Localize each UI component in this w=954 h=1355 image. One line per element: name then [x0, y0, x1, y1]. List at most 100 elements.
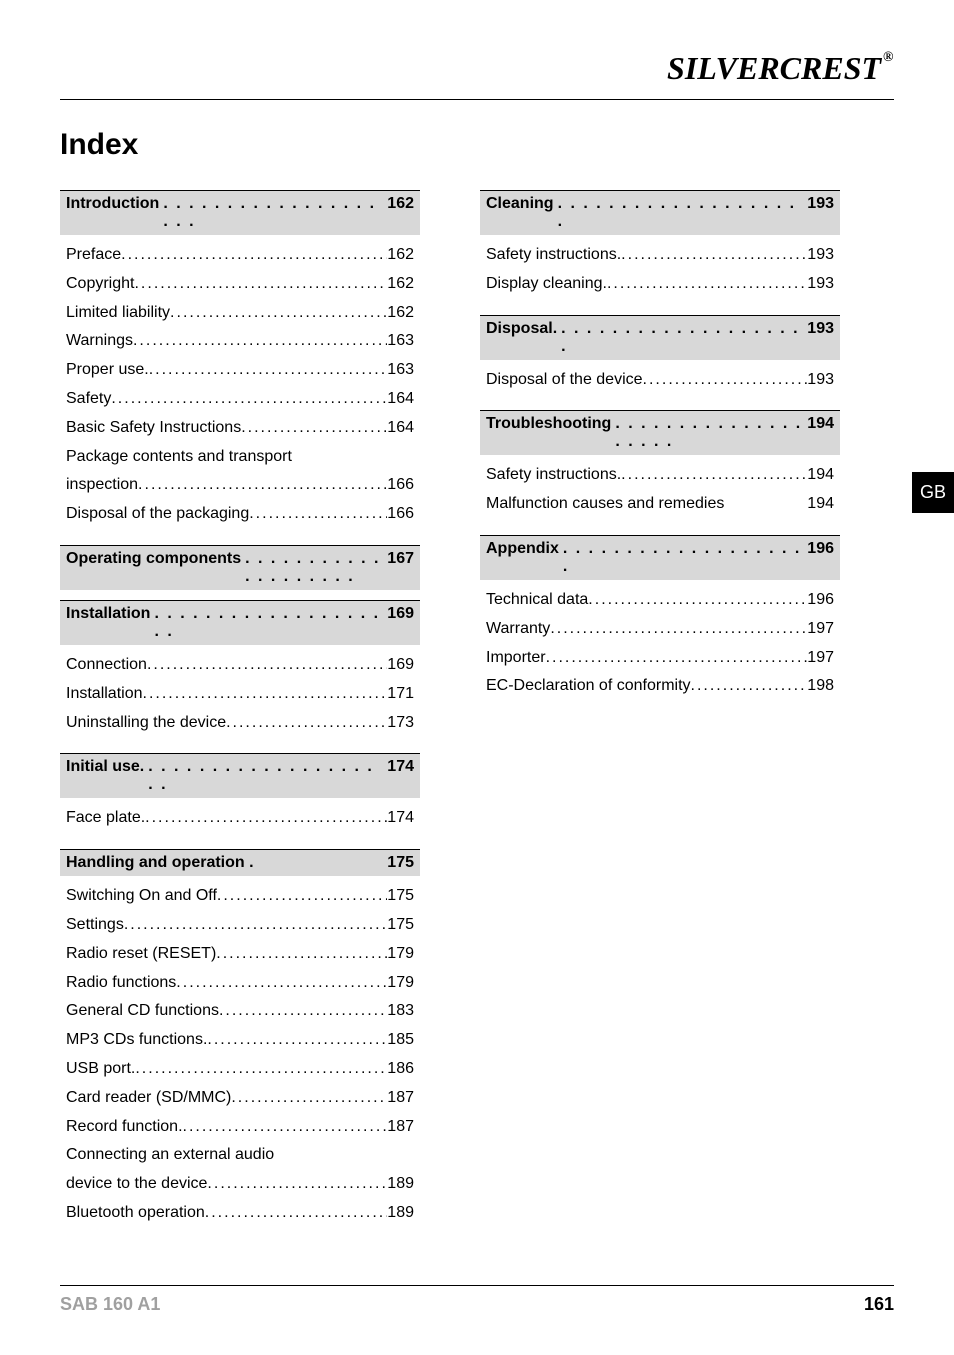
leader-dots	[183, 1113, 388, 1142]
toc-page: 164	[387, 414, 414, 443]
toc-label: Bluetooth operation	[66, 1199, 205, 1228]
toc-label: Connection	[66, 651, 147, 680]
leader-dots	[621, 241, 807, 270]
leader-dots	[554, 195, 808, 231]
toc-page: 166	[387, 471, 414, 500]
toc-label: Face plate.	[66, 804, 145, 833]
toc-entries: Disposal of the device193	[480, 360, 840, 401]
toc-label: Settings	[66, 911, 124, 940]
leader-dots	[621, 461, 807, 490]
leader-dots	[124, 911, 387, 940]
leader-dots	[147, 651, 387, 680]
toc-label: Importer	[486, 644, 546, 673]
section-page: 167	[387, 550, 414, 568]
toc-page: 163	[387, 356, 414, 385]
leader-dots	[170, 299, 387, 328]
leader-dots	[607, 270, 807, 299]
section-header: Initial use. 174	[60, 753, 420, 798]
toc-entry: Card reader (SD/MMC)187	[66, 1084, 414, 1113]
leader-dots	[176, 969, 387, 998]
section-header: Disposal. 193	[480, 315, 840, 360]
leader-dots	[216, 940, 387, 969]
toc-entry: Malfunction causes and remedies 194	[486, 490, 834, 519]
toc-label: Basic Safety Instructions	[66, 414, 241, 443]
toc-label: Warranty	[486, 615, 550, 644]
toc-entry: EC-Declaration of conformity198	[486, 672, 834, 701]
section-page: 175	[387, 854, 414, 872]
section-header: Installation 169	[60, 600, 420, 645]
toc-page: 194	[807, 461, 834, 490]
leader-dots	[241, 414, 387, 443]
leader-dots	[217, 882, 387, 911]
section-label: Appendix	[486, 540, 559, 558]
leader-dots	[546, 644, 808, 673]
toc-page: 162	[387, 241, 414, 270]
toc-label: Safety instructions.	[486, 241, 621, 270]
toc-entries: Face plate.174	[60, 798, 420, 839]
leader-dots	[149, 356, 388, 385]
toc-entry: Limited liability162	[66, 299, 414, 328]
toc-entry: Safety instructions. 193	[486, 241, 834, 270]
toc-page: 164	[387, 385, 414, 414]
toc-column-right: Cleaning 193 Safety instructions. 193 Displ…	[480, 190, 840, 1234]
leader-dots	[138, 471, 387, 500]
toc-entry: Switching On and Off175	[66, 882, 414, 911]
toc-label: Record function.	[66, 1113, 183, 1142]
toc-page: 162	[387, 270, 414, 299]
brand-logo: SILVERCREST®	[667, 50, 894, 87]
toc-label: Proper use.	[66, 356, 149, 385]
page-title: Index	[60, 128, 894, 162]
toc-page: 179	[387, 940, 414, 969]
toc-label: Preface	[66, 241, 121, 270]
toc-page: 187	[387, 1113, 414, 1142]
leader-dots	[111, 385, 387, 414]
leader-dots	[691, 672, 808, 701]
section-page: 193	[807, 320, 834, 338]
section-page: 196	[807, 540, 834, 558]
toc-entries: Switching On and Off175Settings175Radio …	[60, 876, 420, 1234]
toc-page: 185	[387, 1026, 414, 1055]
toc-label: Card reader (SD/MMC)	[66, 1084, 231, 1113]
toc-entry: Face plate.174	[66, 804, 414, 833]
leader-dots	[207, 1170, 387, 1199]
leader-dots	[207, 1026, 387, 1055]
leader-dots	[143, 680, 388, 709]
section-label: Troubleshooting	[486, 415, 611, 433]
toc-label: USB port.	[66, 1055, 135, 1084]
toc-entry: MP3 CDs functions.185	[66, 1026, 414, 1055]
leader-dots	[611, 415, 807, 451]
leader-dots	[144, 758, 387, 794]
leader-dots	[159, 195, 387, 231]
toc-label: General CD functions	[66, 997, 219, 1026]
toc-label: Limited liability	[66, 299, 170, 328]
toc-page: 186	[387, 1055, 414, 1084]
section-header: Introduction 162	[60, 190, 420, 235]
toc-label: Copyright	[66, 270, 134, 299]
toc-label: Display cleaning.	[486, 270, 607, 299]
section-page: 174	[387, 758, 414, 776]
page-footer: SAB 160 A1 161	[60, 1285, 894, 1315]
toc-entry: Warranty197	[486, 615, 834, 644]
leader-dots	[588, 586, 807, 615]
section-label: Cleaning	[486, 195, 554, 213]
leader-dots	[133, 327, 387, 356]
leader-dots	[550, 615, 807, 644]
leader-dots	[557, 320, 807, 356]
toc-entry: Disposal of the device193	[486, 366, 834, 395]
toc-entry: Safety 164	[66, 385, 414, 414]
brand-logo-reg: ®	[883, 50, 894, 65]
toc-entry: Preface 162	[66, 241, 414, 270]
section-label: Installation	[66, 605, 150, 623]
section-header: Cleaning 193	[480, 190, 840, 235]
leader-dots	[226, 709, 387, 738]
toc-label: Installation	[66, 680, 143, 709]
toc-page: 193	[807, 241, 834, 270]
brand-logo-crest: CREST	[780, 50, 881, 86]
toc-label: Safety	[66, 385, 111, 414]
toc-entry: Safety instructions.194	[486, 461, 834, 490]
toc-entry: Warnings163	[66, 327, 414, 356]
toc-label: Malfunction causes and remedies	[486, 490, 724, 519]
toc-page: 193	[807, 366, 834, 395]
toc-page: 175	[387, 911, 414, 940]
toc-entry: Copyright 162	[66, 270, 414, 299]
